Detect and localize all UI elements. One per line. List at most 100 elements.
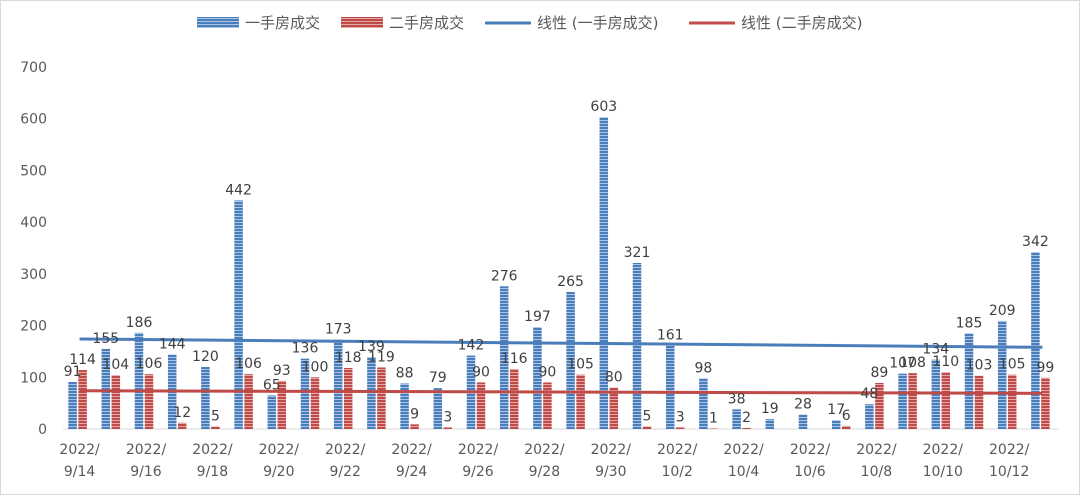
bar-new-homes: [898, 373, 907, 429]
bar-resale-homes: [244, 374, 253, 429]
x-tick-label-year: 2022/: [989, 442, 1030, 458]
bar-resale-homes: [642, 426, 652, 429]
bar-new-homes: [765, 419, 775, 429]
data-label-new-homes: 161: [657, 328, 684, 344]
x-tick-label-date: 9/16: [130, 464, 162, 480]
data-label-new-homes: 186: [126, 315, 153, 331]
y-tick-label: 600: [20, 112, 47, 128]
bar-resale-homes: [509, 369, 519, 429]
x-tick-label-date: 10/6: [794, 464, 826, 480]
bar-new-homes: [865, 404, 874, 429]
data-label-resale-homes: 9: [410, 406, 419, 422]
bar-resale-homes: [609, 387, 619, 429]
x-tick-label-date: 9/26: [462, 464, 494, 480]
x-tick-label-year: 2022/: [657, 442, 698, 458]
bar-resale-homes: [310, 377, 320, 429]
x-tick-label-year: 2022/: [59, 442, 100, 458]
x-tick-label-date: 9/24: [396, 464, 428, 480]
data-label-resale-homes: 5: [643, 408, 652, 424]
legend-item-trend-new-homes: 线性 (一手房成交): [485, 14, 658, 32]
data-label-new-homes: 28: [794, 397, 812, 413]
data-label-resale-homes: 3: [676, 409, 685, 425]
x-tick-label-year: 2022/: [524, 442, 565, 458]
y-tick-label: 0: [38, 422, 47, 438]
bar-new-homes: [433, 388, 443, 429]
bar-resale-homes: [709, 428, 718, 429]
bar-resale-homes: [277, 380, 287, 429]
data-label-new-homes: 442: [225, 182, 252, 198]
bar-resale-homes: [841, 425, 851, 429]
legend: 一手房成交 二手房成交 线性 (一手房成交) 线性 (二手房成交): [197, 14, 862, 32]
bar-resale-homes: [1041, 377, 1050, 429]
bar-new-homes: [400, 383, 409, 429]
bar-resale-homes: [974, 375, 984, 429]
bar-resale-homes: [211, 426, 220, 429]
data-label-new-homes: 342: [1022, 234, 1049, 250]
data-label-new-homes: 173: [325, 322, 352, 338]
data-label-new-homes: 197: [524, 309, 551, 325]
bar-new-homes: [533, 327, 542, 429]
data-label-resale-homes: 12: [173, 405, 191, 421]
bar-resale-homes: [1007, 374, 1017, 429]
x-tick-label-date: 9/18: [197, 464, 228, 480]
data-label-resale-homes: 119: [368, 349, 395, 365]
legend-item-trend-resale-homes: 线性 (二手房成交): [689, 14, 862, 32]
data-label-resale-homes: 106: [235, 356, 262, 372]
bar-resale-homes: [941, 372, 951, 429]
data-label-new-homes: 185: [956, 315, 983, 331]
data-label-resale-homes: 106: [136, 356, 163, 372]
data-label-new-homes: 136: [292, 341, 319, 357]
y-tick-label: 200: [20, 319, 47, 335]
x-tick-label-year: 2022/: [391, 442, 432, 458]
x-tick-label-date: 10/2: [661, 464, 692, 480]
bar-new-homes: [300, 358, 310, 429]
x-tick-label-year: 2022/: [126, 442, 167, 458]
x-tick-label-date: 10/4: [728, 464, 760, 480]
bar-new-homes: [632, 262, 642, 429]
x-tick-label-year: 2022/: [192, 442, 233, 458]
bar-resale-homes: [443, 427, 453, 429]
bar-new-homes: [499, 286, 509, 429]
bar-new-homes: [267, 395, 277, 429]
bar-resale-homes: [543, 382, 552, 429]
bar-resale-homes: [177, 422, 187, 429]
legend-label-trend-new-homes: 线性 (一手房成交): [537, 14, 658, 32]
x-axis: 2022/9/14 2022/9/16 2022/9/18 2022/9/20 2022…: [59, 428, 1059, 480]
trendlines: [79, 337, 1043, 395]
x-tick-label-year: 2022/: [458, 442, 499, 458]
bar-resale-homes: [875, 382, 884, 429]
data-label-new-homes: 144: [159, 337, 186, 353]
data-label-new-homes: 321: [624, 245, 651, 261]
bar-new-homes: [732, 409, 741, 429]
data-label-resale-homes: 80: [605, 370, 623, 386]
bar-new-homes: [599, 117, 609, 430]
data-label-resale-homes: 105: [999, 357, 1026, 373]
data-label-new-homes: 91: [64, 364, 82, 380]
bar-resale-homes: [675, 427, 685, 429]
data-label-new-homes: 19: [761, 401, 779, 417]
data-label-new-homes: 134: [922, 342, 949, 358]
bar-new-homes: [201, 366, 210, 429]
bar-new-homes: [1031, 252, 1040, 429]
bar-resale-homes: [908, 373, 917, 429]
bar-resale-homes: [78, 370, 87, 429]
y-tick-label: 100: [20, 370, 47, 386]
bar-new-homes: [101, 348, 111, 429]
data-label-resale-homes: 114: [69, 352, 96, 368]
trendline-new-homes: [79, 337, 1043, 349]
y-axis: 0 100 200 300 400 500 600 700: [20, 60, 47, 438]
data-label-new-homes: 139: [358, 339, 385, 355]
bar-resale-homes: [111, 375, 121, 429]
bar-resale-homes: [576, 374, 585, 429]
x-tick-label-date: 9/28: [529, 464, 560, 480]
data-label-resale-homes: 110: [932, 354, 959, 370]
data-label-new-homes: 17: [827, 402, 845, 418]
x-tick-label-year: 2022/: [259, 442, 300, 458]
y-tick-label: 300: [20, 267, 47, 283]
data-label-new-homes: 209: [989, 303, 1016, 319]
x-tick-label-year: 2022/: [923, 442, 964, 458]
bar-new-homes: [831, 420, 841, 429]
x-tick-label-date: 9/20: [263, 464, 294, 480]
